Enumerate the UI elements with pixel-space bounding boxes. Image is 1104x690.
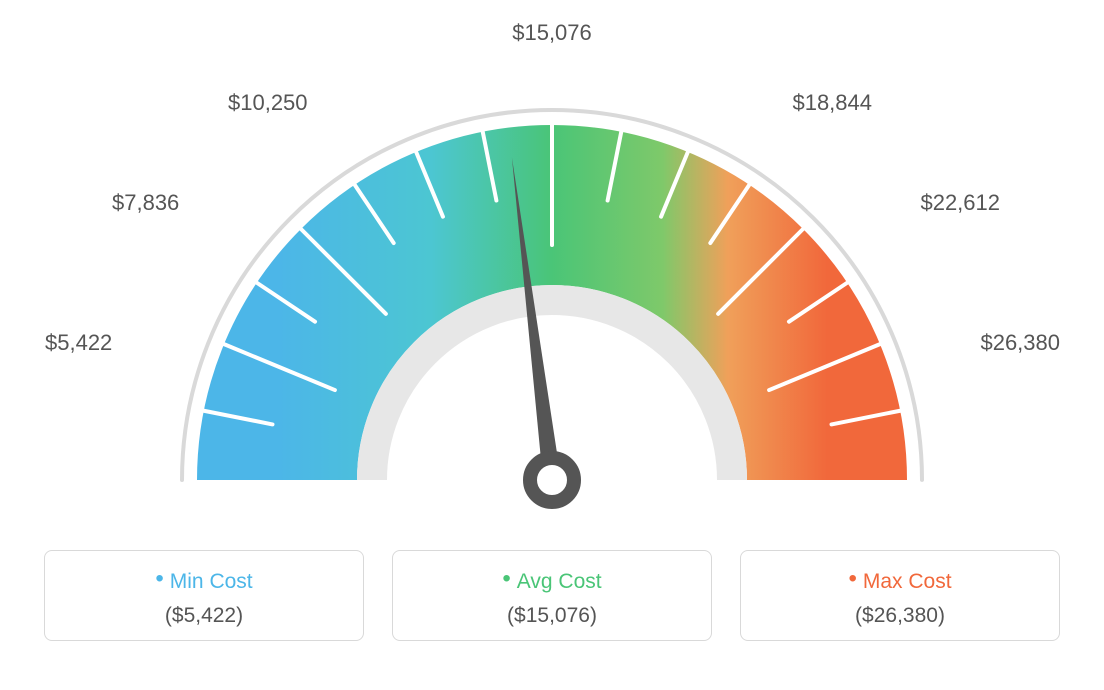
gauge-tick-label: $5,422 [45, 330, 112, 356]
legend-dot-max: • [848, 565, 856, 592]
gauge-svg [62, 20, 1042, 520]
legend-dot-min: • [155, 565, 163, 592]
legend-value-avg: ($15,076) [403, 604, 701, 628]
legend-title-max: • Max Cost [751, 565, 1049, 594]
gauge-tick-label: $15,076 [512, 20, 592, 46]
legend-value-max: ($26,380) [751, 604, 1049, 628]
legend-label-avg: Avg Cost [517, 570, 602, 593]
legend-title-min: • Min Cost [55, 565, 353, 594]
gauge-tick-label: $7,836 [112, 190, 179, 216]
gauge-tick-label: $26,380 [980, 330, 1060, 356]
legend-value-min: ($5,422) [55, 604, 353, 628]
gauge-tick-label: $10,250 [228, 90, 308, 116]
legend-row: • Min Cost ($5,422) • Avg Cost ($15,076) •… [20, 550, 1084, 641]
legend-card-avg: • Avg Cost ($15,076) [392, 550, 712, 641]
gauge-tick-label: $22,612 [920, 190, 1000, 216]
legend-label-max: Max Cost [863, 570, 952, 593]
legend-card-max: • Max Cost ($26,380) [740, 550, 1060, 641]
legend-card-min: • Min Cost ($5,422) [44, 550, 364, 641]
gauge-tick-label: $18,844 [792, 90, 872, 116]
legend-title-avg: • Avg Cost [403, 565, 701, 594]
legend-label-min: Min Cost [170, 570, 253, 593]
legend-dot-avg: • [502, 565, 510, 592]
cost-gauge: $5,422 $7,836 $10,250 $15,076 $18,844 $22,612… [20, 20, 1084, 540]
